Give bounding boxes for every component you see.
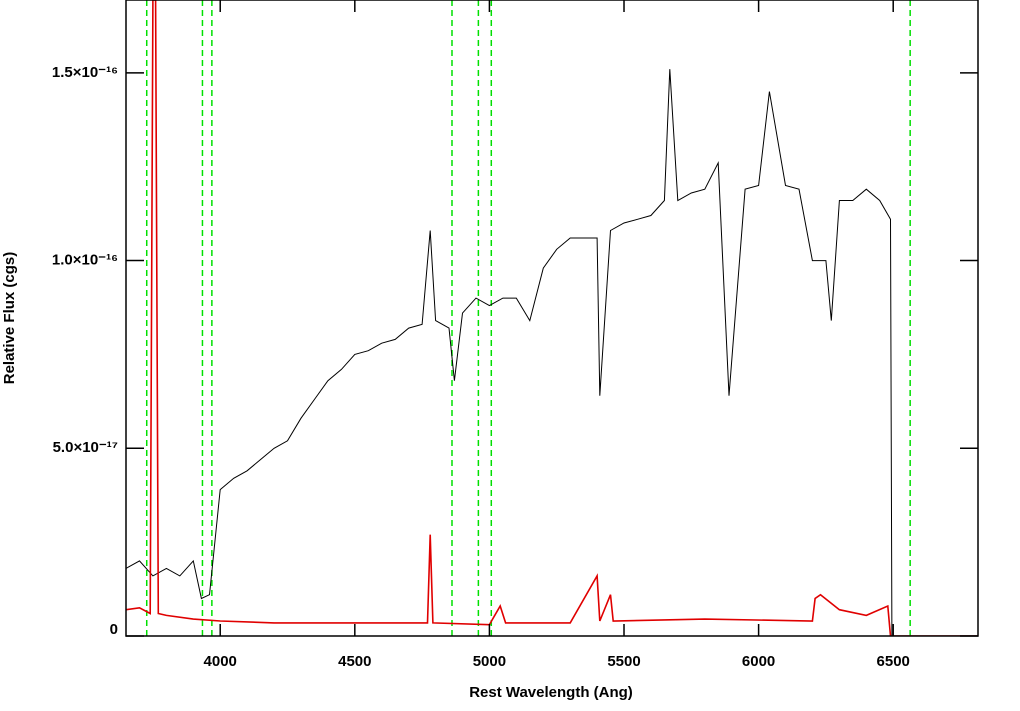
spectrum-line bbox=[126, 69, 893, 636]
plot-area bbox=[126, 0, 978, 636]
x-tick-label: 4000 bbox=[204, 653, 237, 670]
y-axis-title: Relative Flux (cgs) bbox=[1, 252, 18, 385]
y-tick-label: 0 bbox=[110, 621, 118, 638]
x-tick-label: 6500 bbox=[877, 653, 910, 670]
y-tick-label: 1.0×10⁻¹⁶ bbox=[52, 252, 118, 269]
y-tick-label: 1.5×10⁻¹⁶ bbox=[52, 64, 118, 81]
x-tick-label: 4500 bbox=[338, 653, 371, 670]
y-tick-label: 5.0×10⁻¹⁷ bbox=[53, 439, 118, 456]
plot-frame bbox=[125, 0, 979, 637]
x-tick-label: 5500 bbox=[607, 653, 640, 670]
x-tick-label: 6000 bbox=[742, 653, 775, 670]
x-axis-title: Rest Wavelength (Ang) bbox=[469, 684, 633, 701]
x-tick-label: 5000 bbox=[473, 653, 506, 670]
spectrum-line bbox=[126, 0, 978, 636]
